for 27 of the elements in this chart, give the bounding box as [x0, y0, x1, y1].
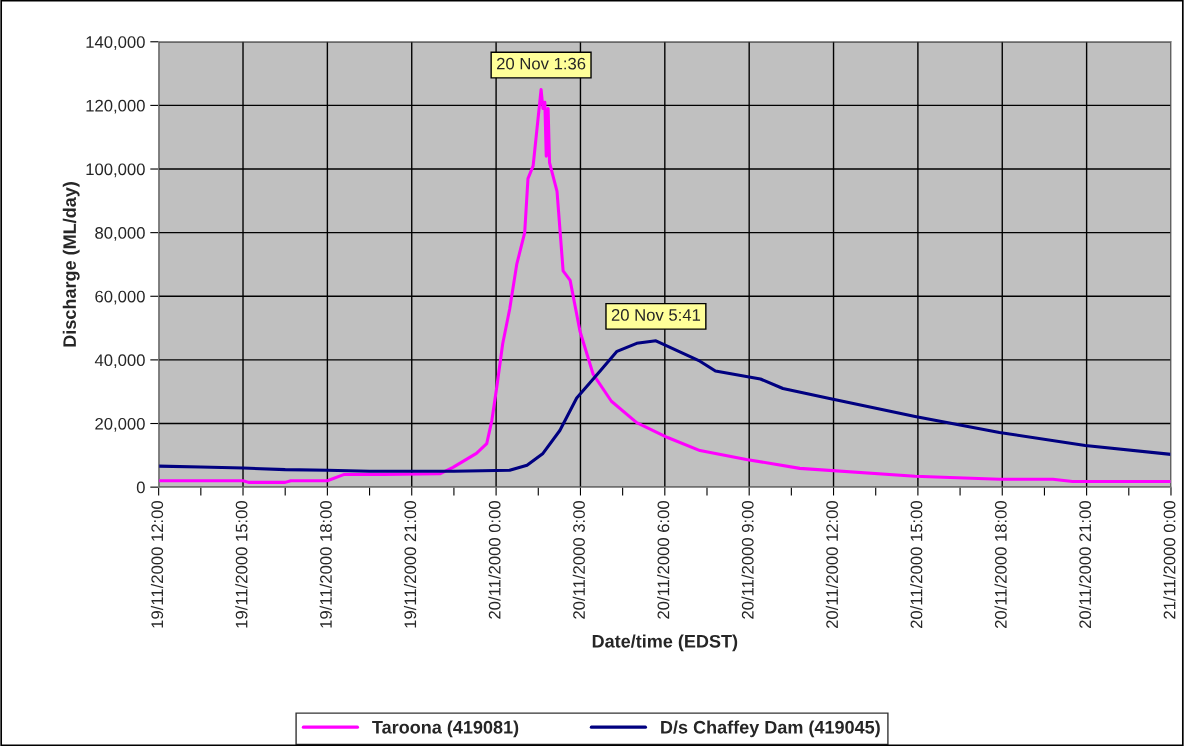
legend-label: Taroona (419081)	[372, 720, 519, 738]
y-tick-label: 20,000	[95, 417, 145, 432]
x-tick-label: 20/11/2000 15:00	[910, 500, 923, 628]
y-tick-label: 60,000	[95, 290, 145, 305]
y-axis-title: Discharge (ML/day)	[62, 182, 80, 347]
x-tick-label: 20/11/2000 12:00	[825, 500, 839, 628]
x-tick-label: 20/11/2000 0:00	[488, 500, 501, 619]
x-tick-label: 20/11/2000 3:00	[572, 500, 585, 619]
x-tick-label: 19/11/2000 15:00	[235, 500, 248, 628]
x-tick-label: 19/11/2000 12:00	[150, 500, 164, 628]
x-tick-label: 19/11/2000 18:00	[319, 500, 332, 628]
y-tick-label: 0	[136, 481, 145, 494]
x-tick-label: 20/11/2000 9:00	[741, 500, 754, 619]
y-tick-label: 120,000	[86, 99, 145, 114]
y-tick-label: 100,000	[86, 163, 145, 178]
x-tick-label: 20/11/2000 21:00	[1078, 500, 1092, 628]
legend-label: D/s Chaffey Dam (419045)	[661, 720, 880, 738]
annotation: 20 Nov 1:36	[496, 57, 586, 70]
x-tick-label: 20/11/2000 18:00	[994, 500, 1007, 628]
x-tick-label: 20/11/2000 6:00	[657, 500, 670, 619]
annotation: 20 Nov 5:41	[611, 309, 701, 321]
y-tick-label: 140,000	[86, 36, 145, 50]
y-tick-label: 80,000	[95, 227, 145, 241]
y-tick-label: 40,000	[94, 354, 145, 369]
x-tick-label: 21/11/2000 0:00	[1163, 500, 1176, 619]
x-tick-label: 19/11/2000 21:00	[403, 500, 417, 628]
x-axis-title: Date/time (EDST)	[592, 634, 738, 652]
